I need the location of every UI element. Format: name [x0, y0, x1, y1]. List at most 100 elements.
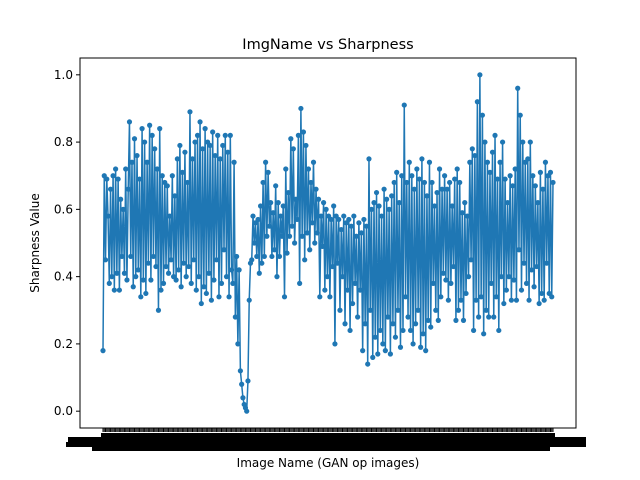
data-point	[401, 102, 407, 108]
data-point	[165, 270, 172, 276]
data-point	[439, 186, 445, 192]
data-point	[244, 408, 250, 414]
data-point	[181, 260, 187, 266]
data-point	[465, 274, 472, 280]
data-point	[150, 253, 157, 260]
data-point	[216, 294, 222, 300]
data-point	[196, 274, 202, 280]
data-point	[327, 294, 333, 300]
data-point	[115, 176, 121, 182]
data-point	[119, 253, 125, 260]
data-point	[479, 112, 486, 118]
data-point	[332, 341, 338, 347]
x-tick-labels-overlap	[68, 437, 586, 442]
data-point	[176, 267, 182, 273]
data-point	[361, 216, 367, 223]
data-point	[203, 290, 209, 297]
data-point	[419, 156, 425, 162]
data-point	[149, 132, 155, 138]
data-point	[299, 233, 305, 239]
data-point	[177, 142, 183, 149]
data-point	[516, 247, 522, 253]
data-point	[250, 213, 256, 219]
data-point	[131, 136, 138, 142]
data-point	[329, 263, 336, 270]
data-point	[497, 159, 503, 165]
data-point	[389, 193, 395, 199]
data-point	[353, 233, 359, 239]
data-point	[134, 152, 140, 159]
data-point	[467, 159, 473, 165]
data-point	[194, 132, 201, 138]
data-point	[483, 307, 489, 313]
data-point	[225, 149, 231, 155]
data-point	[152, 146, 158, 152]
data-point	[349, 300, 356, 307]
data-point	[339, 274, 346, 280]
data-point	[310, 159, 317, 165]
data-point	[409, 173, 415, 179]
data-point	[186, 263, 192, 270]
data-point	[322, 287, 328, 293]
data-point	[245, 378, 251, 384]
data-point	[342, 321, 348, 327]
data-point	[230, 280, 236, 286]
data-point	[259, 260, 265, 266]
data-point	[512, 166, 518, 172]
data-point	[517, 112, 523, 118]
data-point	[158, 287, 164, 293]
data-point	[187, 109, 193, 115]
y-tick-label: 0.6	[54, 202, 73, 216]
data-point	[515, 85, 521, 91]
data-point	[487, 169, 493, 175]
data-point	[506, 274, 512, 280]
data-point	[221, 247, 227, 253]
y-tick-label: 0.8	[54, 135, 73, 149]
data-point	[271, 247, 278, 253]
data-point	[549, 294, 555, 300]
data-point	[430, 280, 436, 286]
data-point	[476, 314, 482, 320]
plot-layer	[100, 72, 556, 414]
data-point	[404, 179, 410, 186]
data-point	[391, 179, 397, 186]
data-point	[523, 280, 530, 286]
y-axis-label: Sharpness Value	[28, 193, 42, 292]
data-point	[394, 169, 400, 175]
data-point	[539, 290, 545, 297]
data-point	[518, 287, 525, 293]
data-point	[366, 156, 372, 162]
data-point	[294, 216, 300, 223]
data-point	[420, 331, 426, 337]
data-point	[535, 200, 541, 206]
data-point	[173, 277, 179, 283]
data-point	[120, 206, 126, 212]
data-point	[228, 267, 235, 273]
data-point	[199, 146, 206, 152]
data-point	[448, 280, 454, 286]
data-point	[336, 216, 342, 223]
y-tick-label: 0.2	[54, 337, 73, 351]
data-point	[220, 142, 226, 149]
data-point	[434, 189, 440, 196]
data-point	[319, 243, 325, 249]
data-point	[100, 348, 106, 354]
data-point	[317, 294, 323, 300]
data-point	[144, 159, 150, 165]
data-point	[128, 253, 134, 260]
data-point	[255, 216, 261, 223]
data-point	[460, 317, 467, 323]
data-point	[265, 169, 271, 175]
data-point	[527, 139, 533, 145]
data-point	[308, 179, 314, 186]
data-point	[135, 267, 141, 273]
data-point	[445, 297, 451, 303]
data-point	[510, 183, 516, 189]
data-point	[148, 277, 154, 283]
x-tick-labels-overlap	[66, 442, 586, 447]
data-point	[118, 196, 124, 202]
data-point	[410, 341, 416, 347]
data-point	[260, 179, 266, 186]
data-point	[191, 257, 197, 263]
